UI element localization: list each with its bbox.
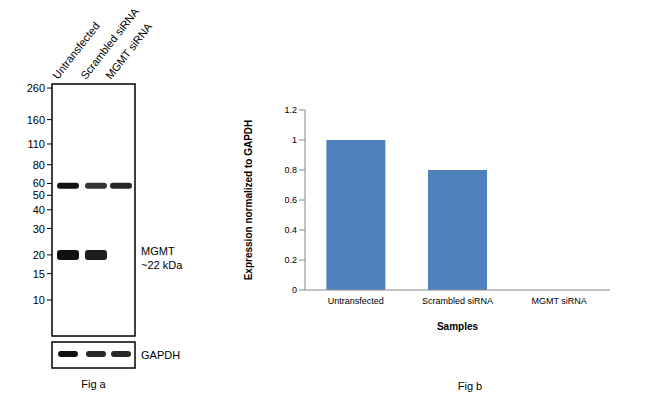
svg-text:260: 260 bbox=[27, 82, 45, 94]
svg-text:~22 kDa: ~22 kDa bbox=[141, 259, 183, 271]
svg-text:110: 110 bbox=[27, 138, 45, 150]
svg-text:0.8: 0.8 bbox=[284, 165, 297, 175]
svg-text:0.4: 0.4 bbox=[284, 225, 297, 235]
svg-text:10: 10 bbox=[33, 294, 45, 306]
svg-text:Expression normalized to GAPDH: Expression normalized to GAPDH bbox=[243, 120, 254, 281]
svg-text:MGMT siRNA: MGMT siRNA bbox=[103, 20, 154, 81]
svg-text:Untransfected: Untransfected bbox=[328, 296, 384, 306]
svg-text:Samples: Samples bbox=[437, 321, 479, 332]
svg-text:MGMT: MGMT bbox=[141, 245, 175, 257]
svg-text:0.6: 0.6 bbox=[284, 195, 297, 205]
svg-text:20: 20 bbox=[33, 249, 45, 261]
html-text:Fig b: Fig b bbox=[457, 380, 483, 392]
svg-text:Scrambled siRNA: Scrambled siRNA bbox=[422, 296, 493, 306]
svg-text:Scrambled siRNA: Scrambled siRNA bbox=[78, 5, 141, 82]
svg-text:30: 30 bbox=[33, 223, 45, 235]
svg-text:160: 160 bbox=[27, 114, 45, 126]
svg-text:40: 40 bbox=[33, 204, 45, 216]
svg-text:Untransfected: Untransfected bbox=[50, 19, 102, 82]
svg-text:80: 80 bbox=[33, 159, 45, 171]
svg-text:GAPDH: GAPDH bbox=[141, 349, 180, 361]
svg-text:50: 50 bbox=[33, 189, 45, 201]
svg-text:Fig a: Fig a bbox=[81, 378, 106, 390]
svg-text:1: 1 bbox=[292, 135, 297, 145]
svg-text:1.2: 1.2 bbox=[284, 105, 297, 115]
svg-text:MGMT siRNA: MGMT siRNA bbox=[531, 296, 586, 306]
svg-text:60: 60 bbox=[33, 177, 45, 189]
svg-text:15: 15 bbox=[33, 268, 45, 280]
svg-text:0: 0 bbox=[292, 285, 297, 295]
svg-text:0.2: 0.2 bbox=[284, 255, 297, 265]
